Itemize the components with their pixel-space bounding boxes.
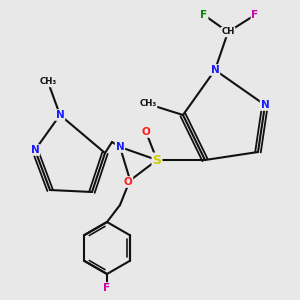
Text: N: N	[211, 65, 219, 75]
Text: CH₃: CH₃	[140, 100, 157, 109]
Text: O: O	[142, 127, 150, 137]
Text: O: O	[124, 177, 132, 187]
Text: CH: CH	[221, 28, 235, 37]
Text: N: N	[116, 142, 124, 152]
Text: CH₃: CH₃	[39, 77, 57, 86]
Text: N: N	[261, 100, 269, 110]
Text: S: S	[152, 154, 161, 166]
Text: F: F	[103, 283, 111, 293]
Text: N: N	[56, 110, 64, 120]
Text: F: F	[200, 10, 208, 20]
Text: N: N	[31, 145, 39, 155]
Text: F: F	[251, 10, 259, 20]
